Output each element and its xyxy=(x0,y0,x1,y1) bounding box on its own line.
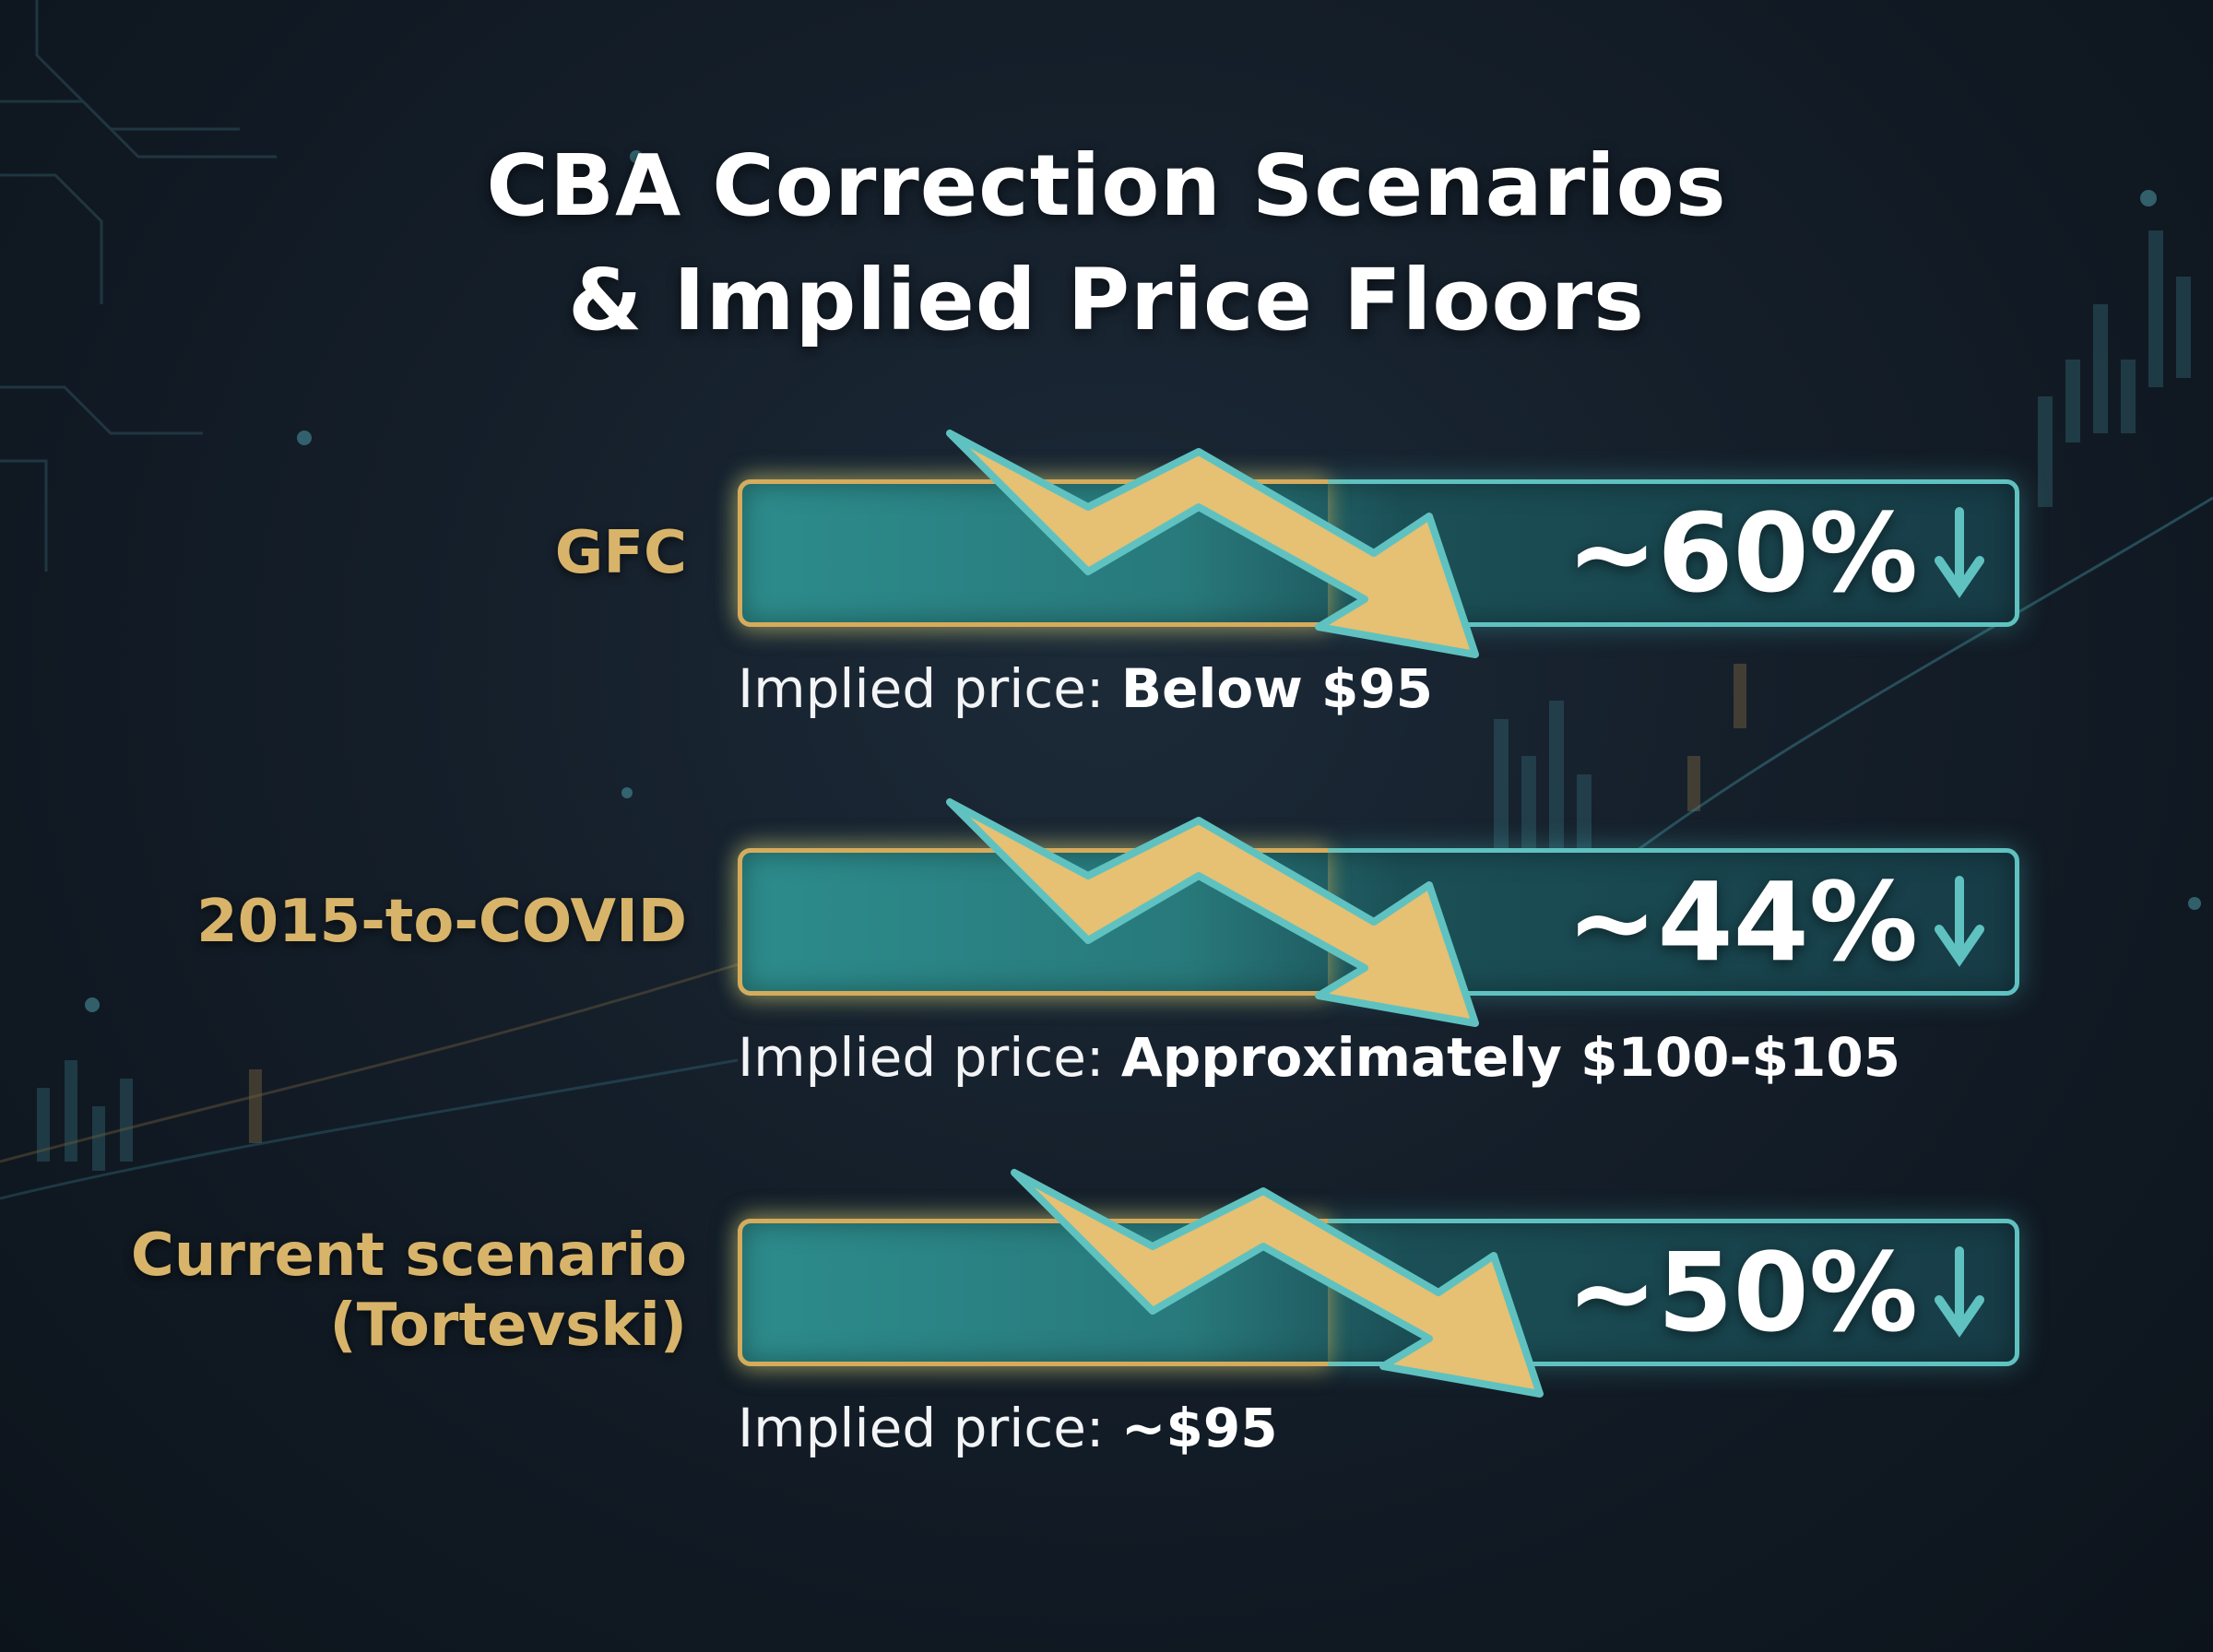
decline-arrow-icon xyxy=(1011,1169,1544,1398)
decline-percentage: ~50% xyxy=(1566,1229,1918,1356)
scenario-gfc: GFC ~60% Implied price: Below $95 xyxy=(0,430,2213,793)
decline-arrow-icon xyxy=(946,430,1479,658)
page-title: CBA Correction Scenarios & Implied Price… xyxy=(0,129,2213,358)
scenario-current-tortevski: Current scenario (Tortevski) ~50% Implie… xyxy=(0,1169,2213,1532)
scenario-2015-to-covid: 2015-to-COVID ~44% Implied price: Approx… xyxy=(0,798,2213,1162)
implied-price: Implied price: Approximately $100-$105 xyxy=(738,1026,1901,1089)
down-arrow-icon xyxy=(1935,876,1984,967)
down-arrow-icon xyxy=(1935,507,1984,598)
implied-price: Implied price: ~$95 xyxy=(738,1397,1278,1459)
decline-percentage: ~44% xyxy=(1566,858,1918,985)
title-line-1: CBA Correction Scenarios xyxy=(486,136,1727,235)
scenario-label: 2015-to-COVID xyxy=(196,888,687,956)
bar-gold-frame xyxy=(738,1219,1328,1366)
scenario-label: Current scenario (Tortevski) xyxy=(130,1221,687,1360)
implied-price: Implied price: Below $95 xyxy=(738,657,1434,720)
scenario-label: GFC xyxy=(554,519,687,587)
decline-arrow-icon xyxy=(946,798,1479,1027)
decline-percentage: ~60% xyxy=(1566,490,1918,617)
title-line-2: & Implied Price Floors xyxy=(568,251,1645,349)
down-arrow-icon xyxy=(1935,1246,1984,1338)
